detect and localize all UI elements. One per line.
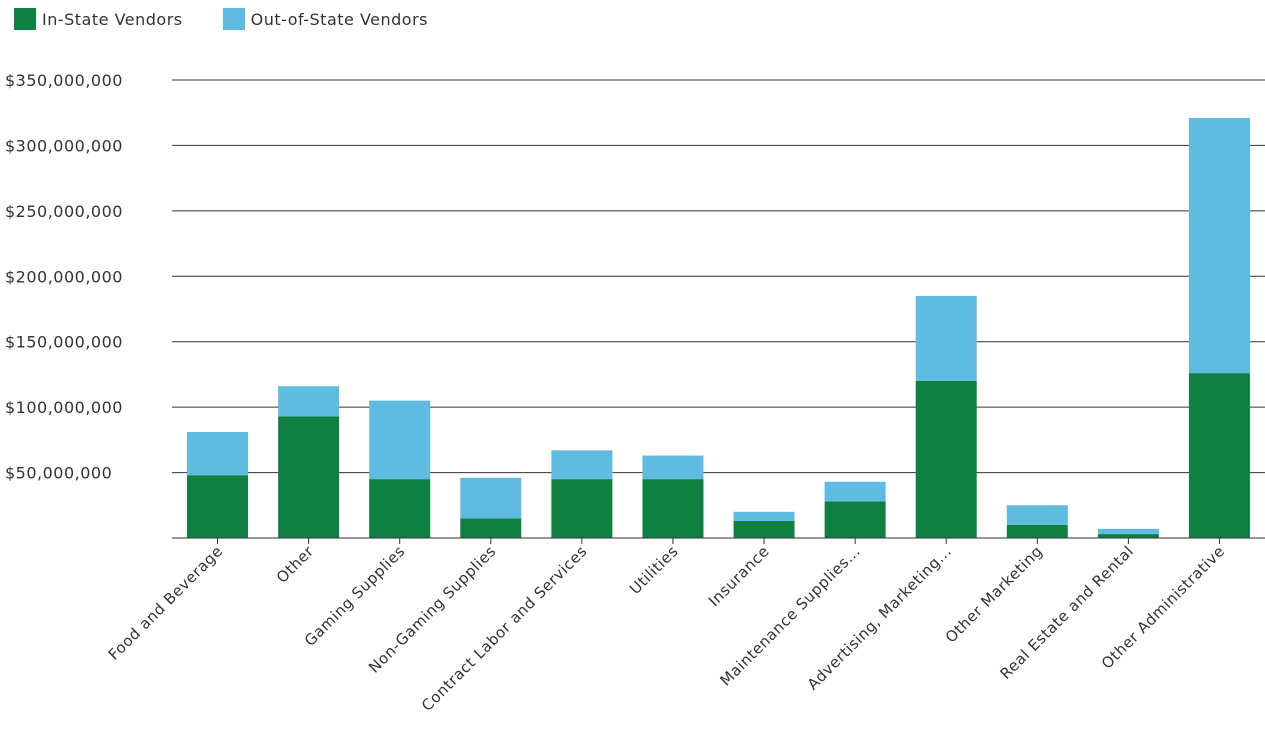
bar-in-state <box>733 520 795 538</box>
bar-in-state <box>1188 373 1250 538</box>
bar-out-of-state <box>278 386 340 417</box>
bar-in-state <box>278 416 340 538</box>
y-tick-label: $100,000,000 <box>5 398 123 417</box>
x-tick-label: Utilities <box>626 542 682 598</box>
bar-out-of-state <box>1097 528 1159 535</box>
legend-swatch-in-state <box>14 8 36 30</box>
x-tick-label: Gaming Supplies <box>301 542 409 650</box>
x-tick-label: Contract Labor and Services <box>418 542 591 715</box>
y-tick-label: $150,000,000 <box>5 333 123 352</box>
bar-out-of-state <box>187 432 249 476</box>
legend-item-in-state: In-State Vendors <box>14 8 183 30</box>
bar-in-state <box>1097 534 1159 538</box>
bar-in-state <box>551 479 613 538</box>
bar-in-state <box>369 479 431 538</box>
x-tick-label: Other <box>273 542 318 587</box>
y-tick-label: $300,000,000 <box>5 136 123 155</box>
bar-in-state <box>642 479 704 538</box>
legend-label-out-of-state: Out-of-State Vendors <box>250 9 429 29</box>
legend-swatch-out-of-state <box>222 8 245 30</box>
x-tick-label: Other Marketing <box>942 542 1046 646</box>
bar-in-state <box>824 501 886 538</box>
bar-in-state <box>460 518 522 538</box>
x-tick-label: Advertising, Marketing... <box>804 542 955 693</box>
bar-in-state <box>915 380 977 538</box>
y-tick-label: $350,000,000 <box>5 71 123 90</box>
bar-out-of-state <box>915 295 977 381</box>
legend-label-in-state: In-State Vendors <box>42 9 183 29</box>
bar-out-of-state <box>733 511 795 521</box>
bar-out-of-state <box>1188 117 1250 374</box>
y-tick-label: $200,000,000 <box>5 267 123 286</box>
bar-in-state <box>1006 524 1068 538</box>
y-tick-label: $250,000,000 <box>5 202 123 221</box>
chart-legend: In-State Vendors Out-of-State Vendors <box>14 8 428 30</box>
bar-out-of-state <box>460 477 522 519</box>
bar-out-of-state <box>642 455 704 480</box>
y-tick-label: $50,000,000 <box>5 464 112 483</box>
bar-out-of-state <box>1006 505 1068 525</box>
x-tick-label: Insurance <box>705 542 773 610</box>
legend-item-out-of-state: Out-of-State Vendors <box>222 8 429 30</box>
x-tick-label: Food and Beverage <box>105 542 227 664</box>
bar-in-state <box>187 475 249 538</box>
bar-out-of-state <box>551 450 613 480</box>
bar-out-of-state <box>369 400 431 480</box>
bar-out-of-state <box>824 481 886 502</box>
